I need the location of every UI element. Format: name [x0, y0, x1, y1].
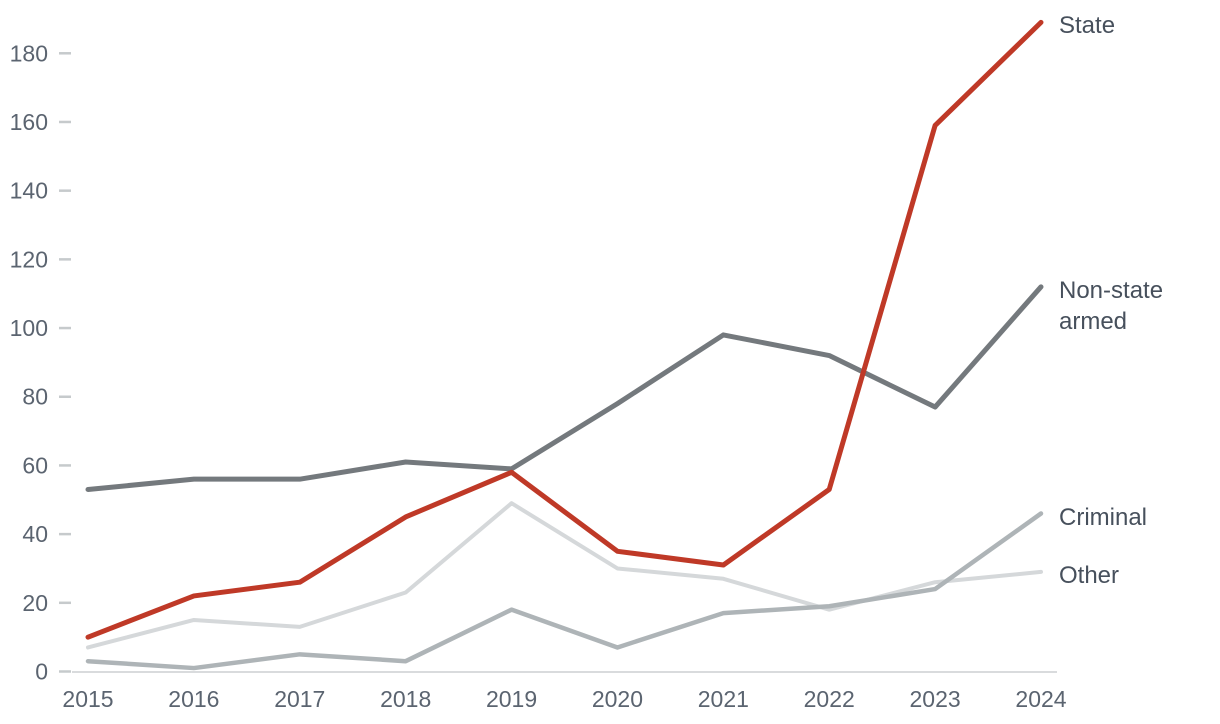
x-tick-label: 2016 — [168, 686, 219, 712]
legend-label-other: Other — [1059, 561, 1120, 589]
x-tick-label: 2021 — [698, 686, 749, 712]
x-tick-label: 2015 — [62, 686, 113, 712]
y-tick-label: 100 — [10, 315, 48, 341]
x-tick-label: 2022 — [804, 686, 855, 712]
y-tick-label: 20 — [22, 590, 48, 616]
x-tick-label: 2024 — [1015, 686, 1066, 712]
series-line-other — [86, 501, 1043, 650]
x-tick-label: 2020 — [592, 686, 643, 712]
legend-label-criminal: Criminal — [1059, 503, 1148, 531]
x-tick-label: 2018 — [380, 686, 431, 712]
y-tick-label: 0 — [35, 659, 48, 685]
x-tick-label: 2019 — [486, 686, 537, 712]
y-tick-label: 120 — [10, 246, 48, 272]
series-line-state — [85, 19, 1044, 640]
y-tick-label: 140 — [10, 178, 48, 204]
y-tick-label: 180 — [10, 40, 48, 66]
y-tick-label: 160 — [10, 109, 48, 135]
x-tick-label: 2017 — [274, 686, 325, 712]
y-tick-label: 40 — [22, 521, 48, 547]
legend-label-state: State — [1059, 12, 1116, 40]
legend-label-non-state-armed: Non-state armed — [1059, 276, 1164, 335]
series-line-non-state-armed — [85, 284, 1044, 492]
x-tick-label: 2023 — [910, 686, 961, 712]
series-line-criminal — [85, 511, 1044, 671]
y-tick-label: 80 — [22, 384, 48, 410]
y-tick-label: 60 — [22, 452, 48, 478]
